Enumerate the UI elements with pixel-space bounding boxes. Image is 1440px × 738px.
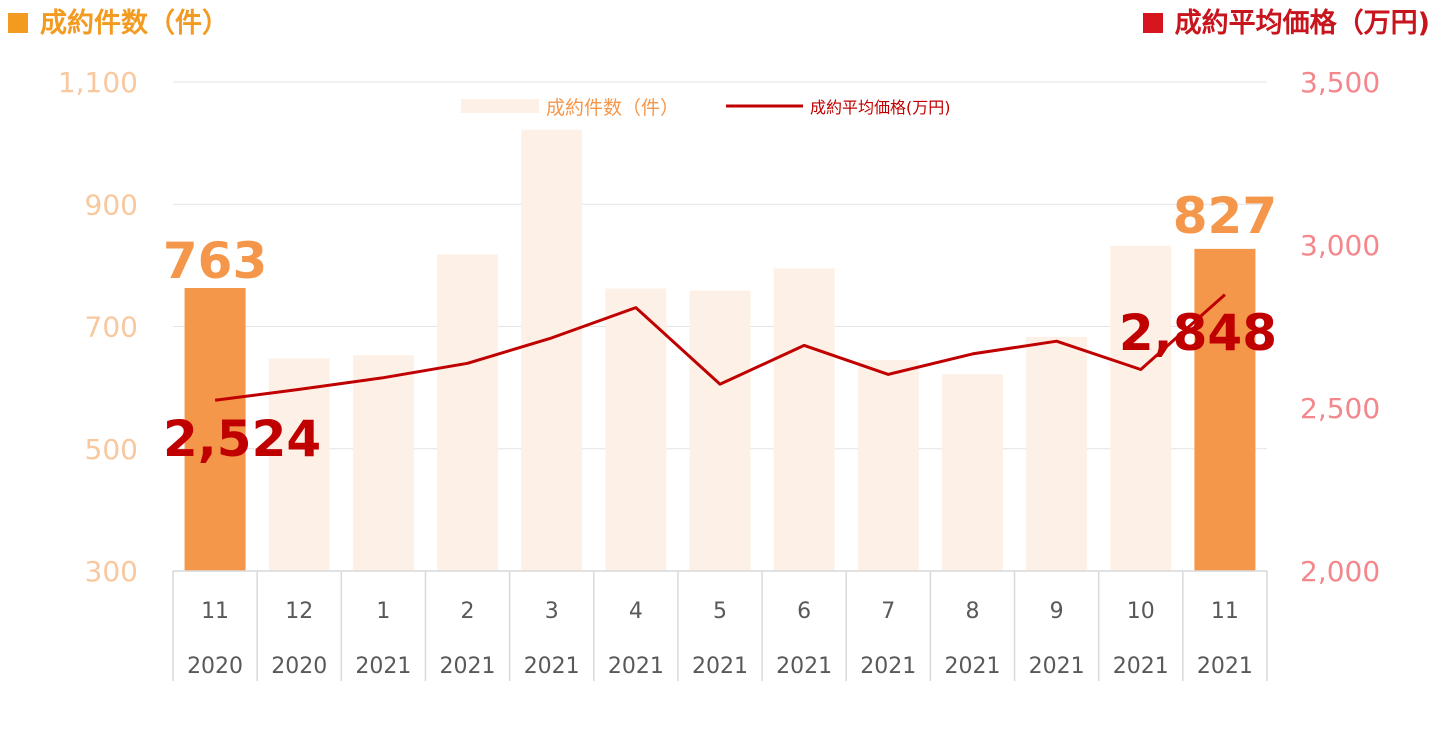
right-axis-tick-label: 2,000	[1300, 555, 1380, 588]
legend-bar-label: 成約件数（件）	[546, 97, 679, 119]
x-axis-year-label: 2021	[608, 654, 664, 679]
x-axis-year-label: 2020	[187, 654, 243, 679]
x-axis-month-label: 12	[285, 599, 313, 624]
bar	[521, 129, 583, 572]
x-axis-year-label: 2020	[271, 654, 327, 679]
orange-square-icon	[8, 13, 28, 33]
right-axis-header-text: 成約平均価格（万円)	[1174, 8, 1430, 39]
x-axis-month-label: 1	[376, 599, 390, 624]
bar	[941, 374, 1003, 571]
bar	[773, 268, 835, 571]
left-axis-tick-label: 300	[85, 555, 138, 588]
left-axis-tick-label: 500	[85, 433, 138, 466]
x-axis-month-label: 6	[797, 599, 811, 624]
x-axis-month-label: 7	[881, 599, 895, 624]
x-axis-month-label: 4	[629, 599, 643, 624]
bar	[689, 290, 751, 571]
x-axis-year-label: 2021	[1113, 654, 1169, 679]
right-axis-tick-label: 3,000	[1300, 229, 1380, 262]
line-label-last: 2,848	[1119, 304, 1277, 362]
legend-bar-swatch	[461, 99, 539, 113]
bar-label-last: 827	[1173, 187, 1277, 245]
x-axis-year-label: 2021	[1197, 654, 1253, 679]
x-axis-month-label: 8	[965, 599, 979, 624]
x-axis-month-label: 2	[461, 599, 475, 624]
x-axis-year-label: 2021	[692, 654, 748, 679]
right-axis-tick-label: 3,500	[1300, 66, 1380, 99]
x-axis-month-label: 9	[1050, 599, 1064, 624]
legend-line-label: 成約平均価格(万円)	[810, 98, 951, 117]
x-axis-month-label: 10	[1127, 599, 1155, 624]
right-axis-header: 成約平均価格（万円)	[1142, 4, 1430, 44]
bar	[857, 360, 919, 571]
bar	[352, 355, 414, 571]
bar	[1110, 245, 1172, 571]
x-axis-year-label: 2021	[524, 654, 580, 679]
x-axis-year-label: 2021	[1029, 654, 1085, 679]
bar-label-first: 763	[163, 232, 267, 290]
price-line	[214, 293, 1226, 402]
x-axis-year-label: 2021	[355, 654, 411, 679]
left-axis-header: 成約件数（件）	[8, 4, 229, 44]
bar	[437, 254, 499, 571]
bar	[268, 358, 330, 571]
left-axis-tick-label: 900	[85, 188, 138, 221]
left-axis-tick-label: 1,100	[58, 66, 138, 99]
x-axis-month-label: 11	[1211, 599, 1239, 624]
right-axis-tick-label: 2,500	[1300, 392, 1380, 425]
x-axis-year-label: 2021	[776, 654, 832, 679]
x-axis-month-label: 3	[545, 599, 559, 624]
left-axis-header-text: 成約件数（件）	[40, 8, 229, 39]
line-label-first: 2,524	[163, 410, 321, 468]
left-axis-tick-label: 700	[85, 311, 138, 344]
bar	[605, 288, 667, 571]
bar	[1026, 336, 1088, 571]
x-axis-month-label: 11	[201, 599, 229, 624]
bar-highlight	[184, 287, 246, 571]
red-square-icon	[1142, 13, 1163, 33]
bar-highlight	[1194, 248, 1256, 571]
x-axis-year-label: 2021	[944, 654, 1000, 679]
x-axis-year-label: 2021	[440, 654, 496, 679]
x-axis-month-label: 5	[713, 599, 727, 624]
x-axis-year-label: 2021	[860, 654, 916, 679]
